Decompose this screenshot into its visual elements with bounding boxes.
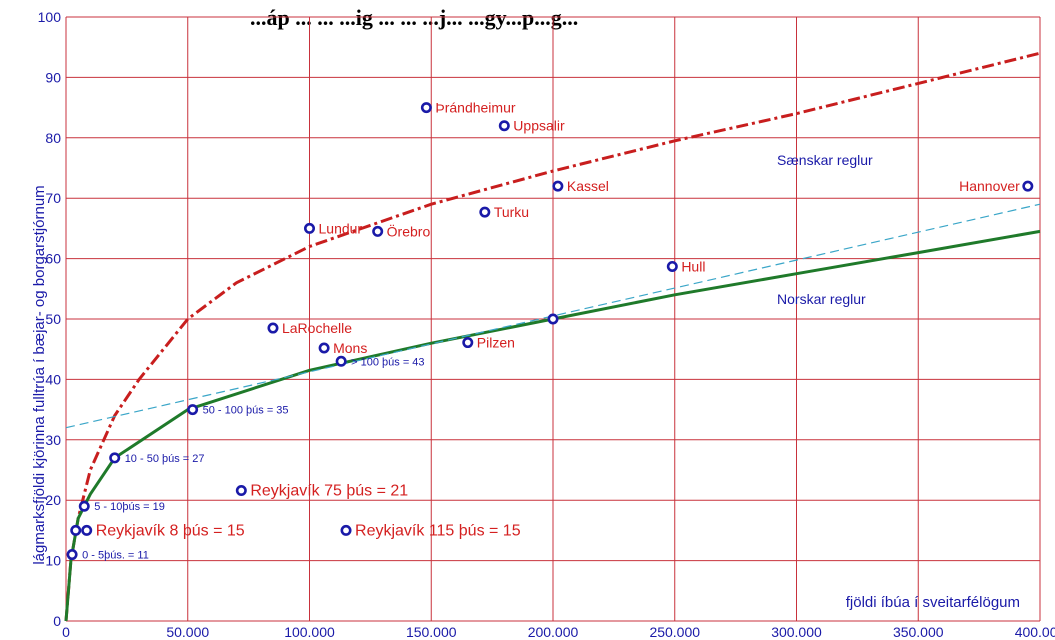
city-marker bbox=[267, 322, 279, 334]
y-tick-label: 10 bbox=[45, 553, 61, 569]
city-marker bbox=[318, 342, 330, 354]
rule-point-marker bbox=[335, 355, 347, 367]
city-label: Þrándheimur bbox=[435, 100, 515, 116]
city-marker bbox=[498, 120, 510, 132]
x-tick-label: 0 bbox=[62, 624, 70, 640]
city-marker bbox=[420, 102, 432, 114]
city-label: Pilzen bbox=[477, 335, 515, 351]
rule-point-label: > 100 þús = 43 bbox=[351, 356, 424, 368]
trend-line bbox=[65, 203, 1041, 429]
x-tick-label: 350.000 bbox=[893, 624, 944, 640]
city-label: LaRochelle bbox=[282, 320, 352, 336]
city-label: Uppsalir bbox=[513, 118, 565, 134]
city-label: Reykjavík 115 þús = 15 bbox=[355, 522, 521, 539]
y-tick-label: 60 bbox=[45, 251, 61, 267]
x-tick-label: 400.000 bbox=[1015, 624, 1055, 640]
city-label: Lundur bbox=[319, 220, 363, 236]
city-marker bbox=[479, 206, 491, 218]
city-label: Turku bbox=[494, 204, 529, 220]
y-tick-label: 50 bbox=[45, 311, 61, 327]
y-tick-label: 20 bbox=[45, 492, 61, 508]
city-label: Hannover bbox=[959, 178, 1020, 194]
y-tick-label: 40 bbox=[45, 371, 61, 387]
rule-point-label: 5 - 10þús = 19 bbox=[94, 501, 165, 513]
rule-point-label: 50 - 100 þús = 35 bbox=[203, 405, 289, 417]
rule-point-label: 0 - 5þús. = 11 bbox=[82, 550, 149, 562]
y-tick-label: 90 bbox=[45, 69, 61, 85]
city-marker bbox=[552, 180, 564, 192]
x-axis-ticks: 0 50.000 100.000 150.000 200.000 250.000 300.0… bbox=[62, 624, 1055, 640]
rule-point-label: 10 - 50 þús = 27 bbox=[125, 453, 205, 465]
city-marker bbox=[462, 337, 474, 349]
rule-point-marker bbox=[187, 404, 199, 416]
x-tick-label: 50.000 bbox=[166, 624, 209, 640]
rule-point-marker bbox=[78, 500, 90, 512]
city-marker bbox=[303, 222, 315, 234]
city-label: Hull bbox=[681, 258, 705, 274]
city-marker bbox=[81, 524, 93, 536]
rule-point-marker bbox=[109, 452, 121, 464]
y-tick-label: 70 bbox=[45, 190, 61, 206]
norwegian-rules-curve bbox=[64, 229, 1041, 622]
city-marker bbox=[340, 524, 352, 536]
curve-label: Norskar reglur bbox=[777, 291, 866, 307]
curve-label: Sænskar reglur bbox=[777, 152, 873, 168]
city-marker bbox=[1022, 180, 1034, 192]
y-tick-label: 80 bbox=[45, 130, 61, 146]
y-axis-ticks: 0 10 20 30 40 50 60 70 80 90 100 bbox=[38, 9, 62, 629]
rule-point-marker bbox=[66, 549, 78, 561]
city-label: Örebro bbox=[387, 222, 431, 239]
city-label: Kassel bbox=[567, 178, 609, 194]
rule-point-marker bbox=[547, 313, 559, 325]
x-tick-label: 300.000 bbox=[771, 624, 822, 640]
rule-point-marker bbox=[70, 524, 82, 536]
city-marker bbox=[372, 225, 384, 237]
x-axis-label: fjöldi íbúa í sveitarfélögum bbox=[846, 594, 1020, 611]
y-tick-label: 0 bbox=[53, 613, 61, 629]
city-label: Reykjavík 75 þús = 21 bbox=[250, 483, 408, 500]
y-tick-label: 30 bbox=[45, 432, 61, 448]
y-tick-label: 100 bbox=[38, 9, 62, 25]
city-marker bbox=[666, 260, 678, 272]
city-marker bbox=[235, 485, 247, 497]
y-axis-label: lágmarksfjöldi kjörinna fulltrúa í bæjar… bbox=[31, 185, 48, 564]
city-label: Reykjavík 8 þús = 15 bbox=[96, 522, 245, 539]
x-tick-label: 150.000 bbox=[406, 624, 457, 640]
x-tick-label: 200.000 bbox=[528, 624, 579, 640]
x-tick-label: 100.000 bbox=[284, 624, 335, 640]
data-labels: 0 - 5þús. = 11 5 - 10þús = 19 10 - 50 þús … bbox=[82, 100, 1020, 562]
x-tick-label: 250.000 bbox=[649, 624, 700, 640]
city-label: Mons bbox=[333, 340, 367, 356]
data-points bbox=[66, 102, 1034, 561]
